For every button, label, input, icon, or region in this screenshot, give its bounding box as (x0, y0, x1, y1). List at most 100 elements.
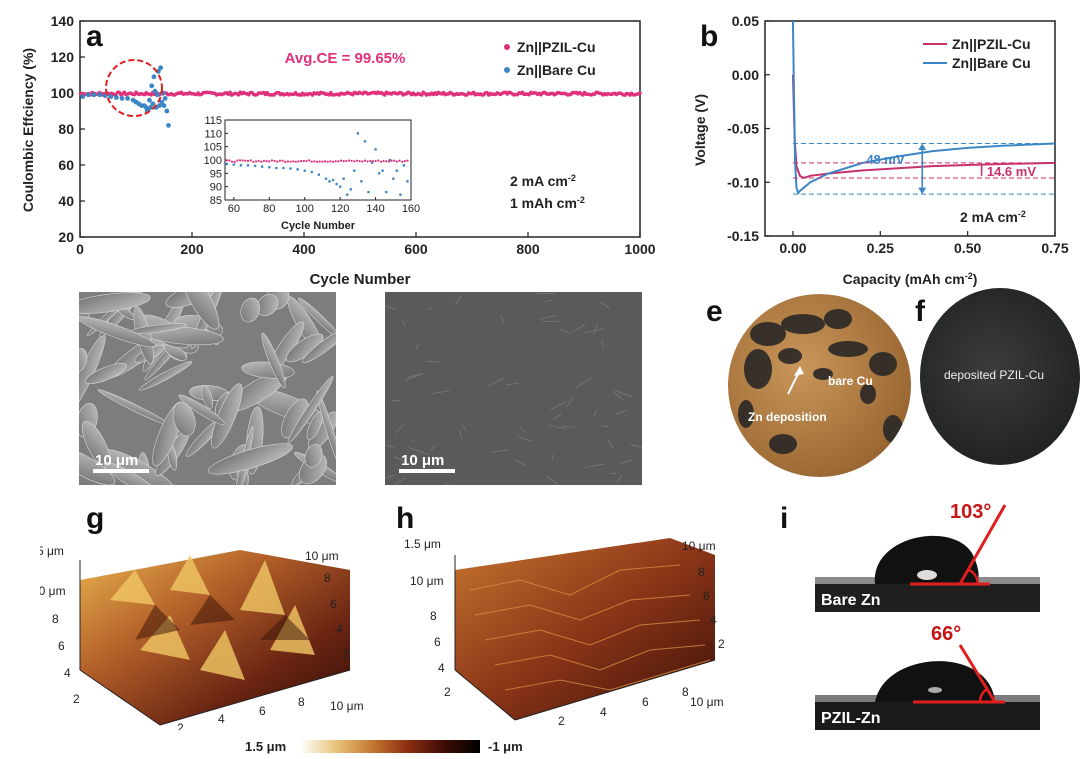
y-tick-label: -0.10 (727, 174, 759, 190)
flake (138, 361, 193, 391)
grain-edge (385, 304, 396, 311)
inset-bare-point (381, 169, 384, 172)
flake (79, 316, 156, 347)
scale-text-d: 10 μm (401, 452, 445, 469)
inset-bare-point (239, 164, 243, 167)
x-tick-label: 0.75 (1041, 240, 1068, 256)
inset-pzil-point (292, 160, 295, 163)
grain-edge (614, 409, 627, 416)
inset-bare-point (388, 158, 392, 162)
pzil-zn-droplet (875, 661, 995, 702)
afm-surface-g (80, 550, 350, 725)
grain-edge (514, 459, 527, 467)
pzil-point (236, 93, 241, 97)
panel-label-i: i (780, 502, 789, 535)
svg-text:2: 2 (718, 637, 725, 651)
inset-pzil-point (260, 160, 263, 163)
grain-edge (394, 456, 407, 463)
afm-surface-h (455, 538, 715, 720)
pzil-zn-label: PZIL-Zn (821, 710, 881, 727)
label-deposited-pzil-cu: deposited PZIL-Cu (944, 368, 1045, 382)
grain-edge (640, 449, 642, 452)
flake (178, 394, 225, 425)
legend-label-pzil-b: Zn||PZIL-Cu (952, 36, 1031, 52)
inset-pzil-point (337, 160, 340, 163)
pzil-point (419, 93, 424, 97)
inset-pzil-point (252, 160, 255, 163)
condition-capacity: 1 mAh cm-2 (510, 195, 585, 211)
condition-current: 2 mA cm-2 (510, 173, 576, 189)
grain-edge (593, 325, 598, 335)
grain-edge (559, 329, 570, 334)
legend-marker-bare (504, 67, 510, 73)
bare-cu-point (119, 96, 125, 101)
grain-edge (575, 377, 592, 388)
inset-bare-point (384, 190, 388, 194)
inset-pzil-point (393, 159, 396, 162)
inset-bare-point (232, 163, 236, 166)
inset-pzil-point (342, 160, 345, 163)
chart-b-frame (764, 20, 1056, 237)
svg-text:2: 2 (73, 692, 80, 706)
grain-edge (505, 382, 519, 386)
svg-text:8: 8 (324, 571, 331, 585)
inset-pzil-point (257, 159, 260, 162)
svg-text:4: 4 (64, 666, 71, 680)
inset-pzil-point (313, 160, 316, 163)
afm-3d-bare-cu: 1.5 μm 10 μm 10 μm 10 μm 8 6 4 2 2 4 6 8… (40, 544, 364, 730)
inset-bare-point (353, 169, 356, 172)
grain-edge (614, 390, 633, 398)
x-tick-label: 0 (76, 241, 84, 257)
panel-label-a: a (86, 20, 103, 53)
inset-pzil-point (249, 159, 252, 162)
flake (261, 332, 286, 389)
svg-text:4: 4 (600, 705, 607, 719)
inset-pzil-point (262, 159, 266, 162)
legend-label-bare-b: Zn||Bare Cu (952, 55, 1031, 71)
inset-pzil-point (254, 160, 258, 163)
svg-text:8: 8 (430, 609, 437, 623)
inset-pzil-point (318, 160, 321, 163)
y-tick-label: 120 (51, 49, 75, 65)
inset-bare-point (296, 168, 299, 171)
inset-pzil-point (305, 159, 308, 163)
flake (201, 385, 214, 409)
grain-edge (566, 397, 574, 407)
svg-text:2: 2 (343, 647, 350, 661)
inset-pzil-point (302, 159, 305, 163)
bare-cu-point (158, 65, 164, 71)
svg-text:8: 8 (52, 612, 59, 626)
bare-cu-point (164, 108, 170, 114)
grain-edge (425, 360, 439, 363)
svg-text:6: 6 (703, 589, 710, 603)
inset-x-tick-label: 100 (296, 203, 314, 215)
afm-g-x-label: 10 μm (330, 699, 364, 713)
x-tick-label: 1000 (624, 241, 655, 257)
inset-bare-point (289, 167, 292, 170)
inset-bare-point (303, 169, 307, 172)
inset-pzil-point (276, 160, 279, 163)
grain-edge (488, 378, 504, 387)
inset-pzil-point (289, 160, 292, 163)
inset-pzil-point (329, 160, 332, 163)
condition-b: 2 mA cm-2 (960, 209, 1026, 225)
grain-edge (598, 300, 610, 309)
inset-y-tick-label: 90 (210, 182, 222, 194)
inset-pzil-point (358, 160, 361, 163)
svg-text:4: 4 (336, 622, 343, 636)
inset-bare-point (317, 173, 321, 176)
svg-text:4: 4 (710, 613, 717, 627)
inset-pzil-point (225, 159, 228, 162)
grain-edge (385, 474, 395, 479)
inset-pzil-point (241, 159, 244, 162)
chart-a-ylabel: Coulombic Effciency (%) (20, 48, 36, 212)
svg-text:2: 2 (177, 721, 184, 730)
grain-edge (428, 307, 433, 311)
grain-edge (430, 445, 435, 452)
inset-pzil-point (369, 159, 372, 162)
inset-x-tick-label: 120 (331, 203, 349, 215)
x-tick-label: 600 (404, 241, 428, 257)
inset-pzil-point (377, 159, 380, 162)
bare-cu-point (161, 103, 167, 108)
inset-pzil-point (300, 159, 303, 163)
